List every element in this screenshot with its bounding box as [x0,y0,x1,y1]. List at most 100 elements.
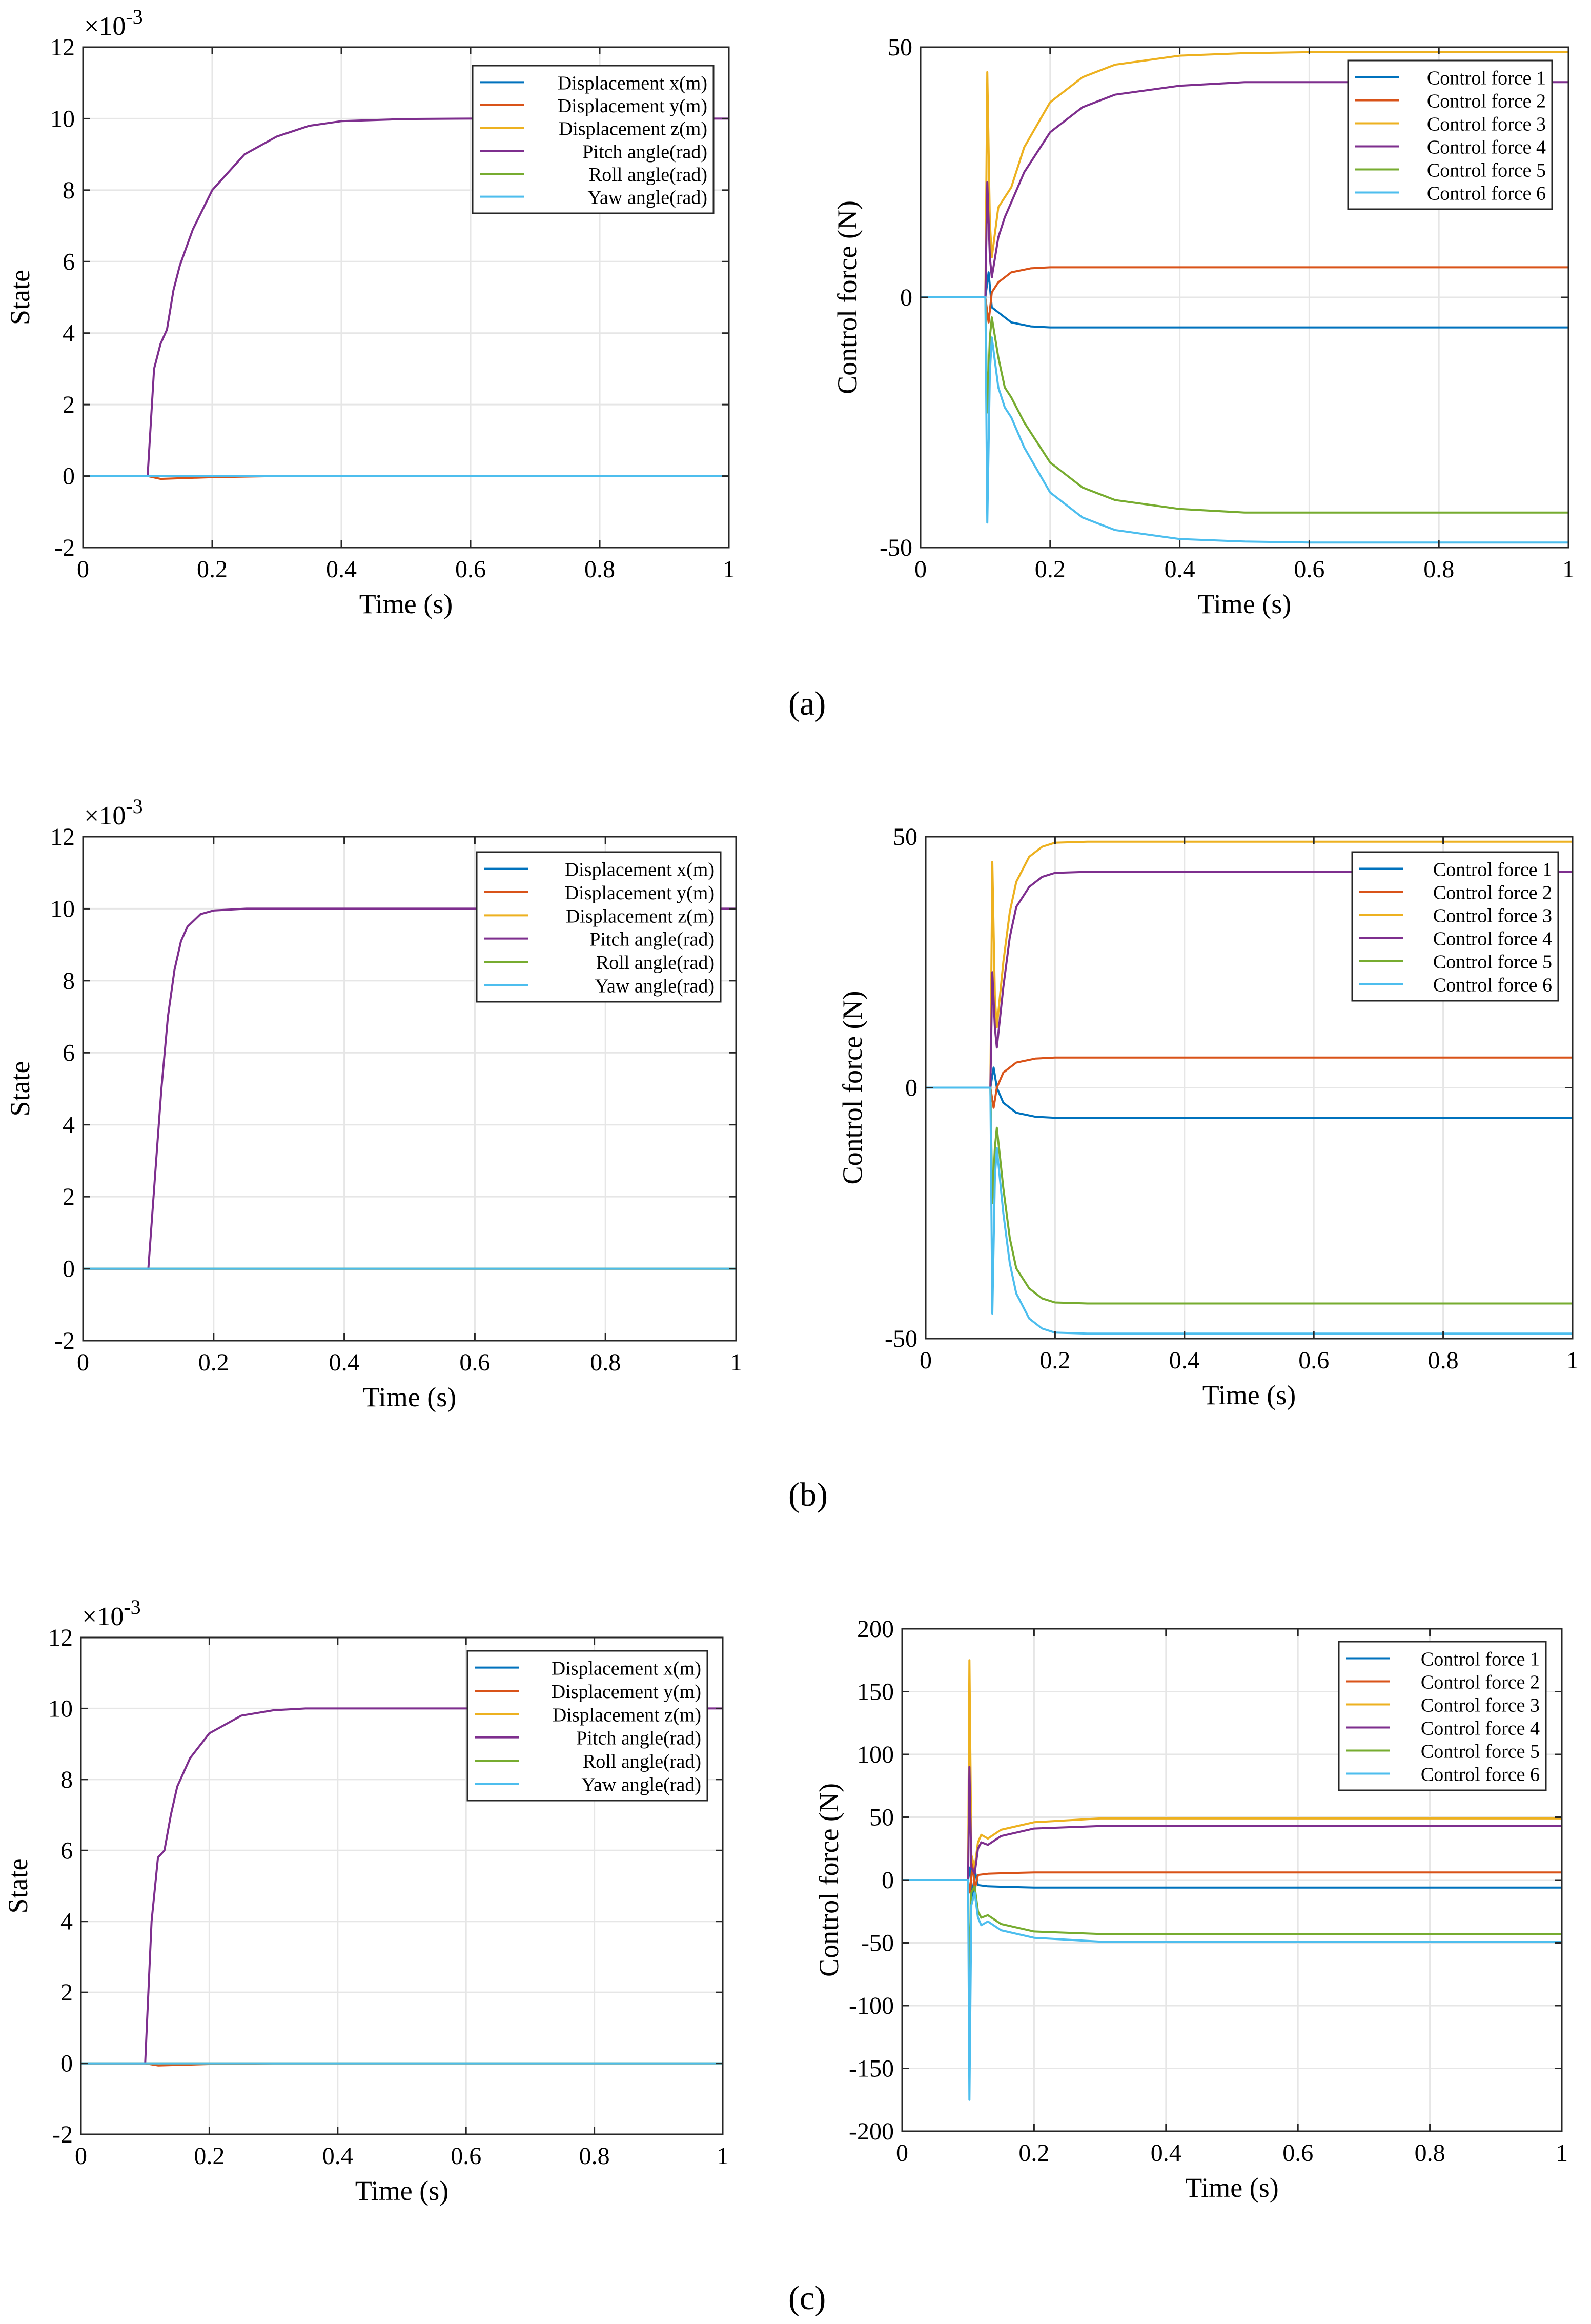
exponent-label: ×10-3 [82,1595,141,1631]
x-tick-label: 0.4 [329,1349,360,1376]
y-tick-label: 0 [905,1075,917,1102]
y-axis-label: Control force (N) [837,991,868,1185]
series-line-5 [921,296,1568,514]
legend-entry: Control force 1 [1433,859,1552,881]
x-tick-label: 0 [75,2143,87,2170]
legend-entry: Pitch angle(rad) [576,1728,701,1749]
y-tick-label: 4 [60,1908,73,1935]
series-line-4 [83,117,729,477]
x-tick-label: 0.8 [590,1349,621,1376]
x-tick-label: 0.2 [1018,2139,1049,2167]
y-tick-label: -2 [54,534,75,561]
legend-entry: Roll angle(rad) [596,952,715,974]
x-tick-label: 0.2 [198,1349,229,1376]
x-tick-label: 0.4 [1169,1347,1200,1374]
legend-entry: Displacement y(m) [565,882,715,904]
y-tick-label: 2 [60,1979,73,2006]
x-tick-label: 0.6 [1294,556,1324,583]
series-line-2 [921,266,1568,324]
x-tick-label: 0.6 [1282,2139,1313,2167]
series-line-1 [926,1066,1573,1119]
y-tick-label: 50 [869,1804,894,1831]
legend-entry: Control force 1 [1421,1649,1540,1670]
series-line-4 [926,871,1573,1089]
legend-entry: Displacement y(m) [552,1681,701,1703]
y-tick-label: -2 [52,2121,73,2148]
panel-label-b: (b) [788,1476,828,1513]
y-tick-label: 6 [60,1837,73,1864]
x-tick-label: 0.6 [455,556,486,583]
axes-box [80,1636,724,2135]
x-tick-label: 1 [1556,2139,1568,2167]
x-tick-label: 0.8 [1428,1347,1459,1374]
legend-box [1338,1641,1547,1791]
x-tick-label: 0.8 [584,556,615,583]
legend-entry: Displacement y(m) [558,95,707,117]
x-tick-label: 0.4 [1165,556,1195,583]
x-tick-label: 0.8 [1415,2139,1445,2167]
legend-entry: Control force 4 [1427,137,1546,158]
legend-box [466,1650,708,1802]
legend-entry: Control force 2 [1427,91,1546,112]
legend-box [1351,851,1559,1002]
x-tick-label: 0.2 [1039,1347,1070,1374]
x-tick-label: 0.8 [1423,556,1454,583]
legend-entry: Displacement x(m) [565,859,715,881]
y-tick-label: 12 [50,823,75,851]
series-line-6 [902,1879,1562,2101]
y-tick-label: -50 [861,1930,894,1957]
legend: Displacement x(m)Displacement y(m)Displa… [472,65,715,214]
legend: Displacement x(m)Displacement y(m)Displa… [476,851,722,1003]
y-tick-label: 6 [63,248,75,275]
y-tick-label: 100 [857,1741,894,1768]
y-tick-label: 8 [60,1766,73,1793]
y-tick-label: -150 [849,2055,894,2083]
x-tick-label: 0.6 [459,1349,490,1376]
axes-box [82,836,737,1342]
legend-entry: Pitch angle(rad) [589,929,715,951]
legend-entry: Roll angle(rad) [589,164,707,186]
series-line-3 [921,51,1568,298]
x-tick-label: 0.4 [322,2143,353,2170]
y-tick-label: 50 [893,823,917,851]
y-tick-label: -50 [885,1325,917,1352]
x-axis-label: Time (s) [1185,2172,1279,2203]
legend-entry: Control force 6 [1427,183,1546,205]
legend-entry: Control force 5 [1427,160,1546,181]
y-tick-label: 0 [63,1256,75,1283]
legend-entry: Control force 3 [1421,1695,1540,1716]
legend-entry: Yaw angle(rad) [595,975,715,997]
x-tick-label: 0.4 [1151,2139,1181,2167]
y-tick-label: 10 [50,895,75,922]
y-tick-label: -100 [849,1992,894,2019]
y-tick-label: 4 [63,1112,75,1139]
legend-entry: Control force 4 [1421,1718,1540,1740]
legend-entry: Displacement z(m) [559,118,707,140]
y-axis-label: State [5,1061,35,1117]
y-axis-label: Control force (N) [832,200,863,394]
legend-entry: Control force 6 [1433,975,1552,996]
legend-entry: Control force 4 [1433,928,1552,950]
y-tick-label: -2 [54,1327,75,1355]
series-line-4 [81,1707,723,2065]
y-tick-label: 10 [50,105,75,132]
series-line-5 [926,1086,1573,1305]
y-tick-label: 4 [63,320,75,347]
panel-label-c: (c) [788,2279,826,2317]
legend-entry: Control force 5 [1421,1741,1540,1763]
legend-entry: Displacement z(m) [553,1704,701,1726]
legend-entry: Control force 2 [1433,882,1552,904]
x-tick-label: 0.4 [326,556,357,583]
x-tick-label: 0.6 [451,2143,481,2170]
series-line-4 [902,1766,1562,1881]
legend-entry: Displacement x(m) [552,1658,701,1680]
exponent-label: ×10-3 [84,5,143,41]
